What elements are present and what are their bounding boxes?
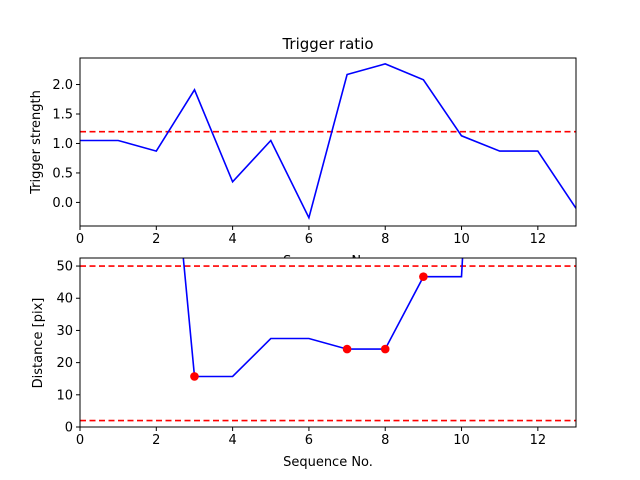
top-x-tick-label: 0 <box>76 232 84 247</box>
top-y-tick-label: 1.5 <box>52 108 73 123</box>
bottom-data-point <box>380 344 390 354</box>
top-y-tick-label: 2.0 <box>52 78 73 93</box>
bottom-data-point <box>419 272 428 281</box>
top-series-line <box>80 63 576 220</box>
bottom-series-line <box>182 258 464 378</box>
bottom-axes-frame <box>79 257 577 428</box>
bottom-x-tick-label: 2 <box>152 433 160 448</box>
bottom-y-tick-label: 20 <box>56 356 73 371</box>
top-axes-frame <box>79 57 577 227</box>
bottom-x-tick-label: 4 <box>228 433 236 448</box>
bottom-x-tick-label: 10 <box>453 433 470 448</box>
top-x-tick-label: 10 <box>453 232 470 247</box>
bottom-y-tick-label: 0 <box>65 421 73 436</box>
trigger-ratio-chart: Trigger ratio Sequence No. Trigger stren… <box>29 35 577 269</box>
top-plot-area <box>80 58 576 226</box>
bottom-plot-area <box>80 258 576 427</box>
top-x-tick-label: 8 <box>381 232 389 247</box>
top-x-tick-label: 4 <box>228 232 236 247</box>
bottom-y-tick-label: 50 <box>56 260 73 275</box>
bottom-y-tick-label: 40 <box>56 292 73 307</box>
distance-chart: Sequence No. Distance [pix] 0 2 4 6 8 10 12 0 10… <box>31 257 577 470</box>
bottom-x-tick-label: 8 <box>381 433 389 448</box>
bottom-y-tick-label: 30 <box>56 324 73 339</box>
bottom-y-axis-label: Distance [pix] <box>31 298 46 389</box>
top-x-tick-label: 2 <box>152 232 160 247</box>
bottom-data-point <box>342 344 352 354</box>
bottom-data-point <box>190 372 199 381</box>
top-y-tick-label: 1.0 <box>52 137 73 152</box>
bottom-y-tick-label: 10 <box>56 388 73 403</box>
bottom-x-tick-label: 6 <box>305 433 313 448</box>
top-y-tick-label: 0.0 <box>52 196 73 211</box>
bottom-x-tick-label: 0 <box>76 433 84 448</box>
top-x-tick-label: 12 <box>530 232 547 247</box>
top-chart-title: Trigger ratio <box>281 35 373 53</box>
top-y-axis-label: Trigger strength <box>29 90 44 195</box>
top-y-tick-label: 0.5 <box>52 166 73 181</box>
top-x-tick-label: 6 <box>305 232 313 247</box>
bottom-x-tick-label: 12 <box>530 433 547 448</box>
bottom-x-axis-label: Sequence No. <box>283 455 373 470</box>
